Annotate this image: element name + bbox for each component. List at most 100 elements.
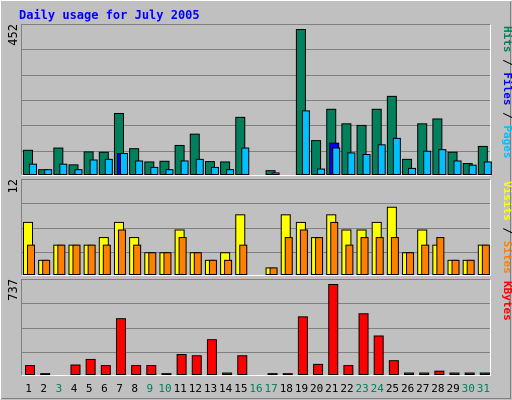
bar-pages-day-7 (119, 153, 128, 176)
series-label-files: Files (501, 72, 512, 105)
bar-sites-day-11 (178, 237, 187, 275)
bar-pages-day-20 (317, 168, 326, 176)
bar-hits-day-14 (220, 161, 231, 175)
series-label-sites: Sites (501, 241, 512, 274)
bar-hits-day-12 (189, 133, 200, 175)
bar-pages-day-29 (453, 160, 462, 175)
day-label-15: 15 (234, 382, 247, 395)
bar-kbytes-day-31 (479, 372, 490, 375)
bar-sites-day-2 (42, 259, 51, 276)
day-label-14: 14 (219, 382, 233, 395)
bar-pages-day-6 (104, 158, 113, 176)
chart-panel-2: 12 Visits / Sites (6, 179, 512, 276)
bar-kbytes-day-28 (434, 370, 445, 376)
bar-hits-day-11 (174, 144, 185, 175)
bar-pages-day-22 (347, 152, 356, 175)
bar-sites-day-28 (436, 237, 445, 275)
bar-sites-day-9 (148, 252, 157, 275)
day-label-2: 2 (40, 382, 47, 395)
bar-pages-day-4 (74, 169, 83, 175)
bar-pages-day-12 (195, 158, 204, 176)
bar-kbytes-day-15 (237, 355, 248, 375)
bar-sites-day-4 (72, 244, 81, 276)
bar-kbytes-day-7 (115, 318, 126, 376)
bar-sites-day-30 (466, 259, 475, 276)
bar-pages-day-24 (377, 144, 386, 176)
day-label-26: 26 (401, 382, 414, 395)
y-series-label: Hits / Files / Pages (501, 26, 512, 159)
bar-kbytes-day-19 (297, 316, 308, 375)
series-label-separator: / (501, 53, 512, 73)
bar-kbytes-day-18 (282, 373, 293, 375)
bar-kbytes-day-25 (388, 360, 399, 375)
bar-kbytes-day-8 (131, 365, 142, 376)
bar-pages-day-1 (29, 163, 37, 175)
bar-kbytes-day-6 (100, 365, 111, 376)
bar-kbytes-day-22 (343, 365, 354, 376)
bar-pages-day-21 (332, 147, 341, 176)
series-label-pages: Pages (501, 125, 512, 158)
plot-area (21, 279, 491, 376)
day-label-23: 23 (356, 382, 369, 395)
day-label-8: 8 (131, 382, 138, 395)
bar-pages-day-25 (392, 137, 401, 176)
day-label-6: 6 (101, 382, 108, 395)
bar-kbytes-day-20 (313, 363, 324, 376)
chart-panel-1: 452 Hits / Files / Pages (6, 24, 512, 176)
bar-hits-day-3 (53, 147, 64, 176)
bar-pages-day-9 (150, 166, 159, 175)
bar-kbytes-day-30 (464, 372, 475, 375)
day-label-19: 19 (295, 382, 308, 395)
bar-pages-day-15 (241, 147, 250, 176)
bar-kbytes-day-5 (85, 358, 96, 375)
bar-pages-day-17 (271, 172, 280, 175)
bar-pages-day-8 (135, 160, 144, 175)
day-label-20: 20 (310, 382, 323, 395)
bar-pages-day-11 (180, 160, 189, 175)
bar-sites-day-26 (406, 252, 415, 275)
bar-kbytes-day-29 (449, 372, 460, 375)
bar-kbytes-day-13 (206, 339, 217, 376)
y-max-tick-label: 737 (6, 279, 20, 301)
bar-pages-day-19 (301, 110, 310, 175)
y-max-tick-label: 12 (6, 179, 20, 193)
bar-pages-day-10 (165, 169, 174, 175)
day-label-1: 1 (25, 382, 32, 395)
bar-sites-day-1 (27, 244, 35, 276)
day-label-3: 3 (56, 382, 63, 395)
bar-pages-day-31 (483, 161, 492, 175)
day-label-13: 13 (204, 382, 217, 395)
bar-kbytes-day-10 (161, 373, 172, 375)
bar-sites-day-8 (133, 244, 142, 276)
bar-sites-day-7 (117, 229, 126, 275)
bar-sites-day-27 (421, 244, 430, 276)
bar-hits-day-24 (371, 108, 382, 175)
bar-sites-day-5 (87, 244, 96, 276)
bar-pages-day-3 (59, 163, 68, 175)
bar-hits-day-22 (341, 123, 352, 175)
day-label-7: 7 (116, 382, 123, 395)
bar-sites-day-31 (481, 244, 490, 276)
bar-pages-day-28 (438, 149, 447, 175)
bar-kbytes-day-2 (40, 373, 51, 375)
series-label-hits: Hits (501, 26, 512, 53)
bar-sites-day-6 (102, 244, 111, 276)
bar-hits-day-15 (235, 116, 246, 175)
bar-sites-day-18 (284, 237, 293, 275)
plot-border-shadow (21, 279, 491, 376)
bar-sites-day-21 (330, 221, 339, 276)
bar-hits-day-25 (386, 95, 397, 175)
bar-hits-day-19 (295, 29, 306, 175)
plot-border-highlight (21, 179, 491, 276)
day-label-18: 18 (280, 382, 293, 395)
series-label-separator: / (501, 106, 512, 126)
day-label-17: 17 (265, 382, 278, 395)
bar-hits-day-20 (311, 140, 322, 176)
plot-border-shadow (21, 179, 491, 276)
bar-kbytes-day-1 (25, 365, 35, 376)
bar-kbytes-day-23 (358, 313, 369, 375)
bar-sites-day-17 (269, 267, 278, 275)
